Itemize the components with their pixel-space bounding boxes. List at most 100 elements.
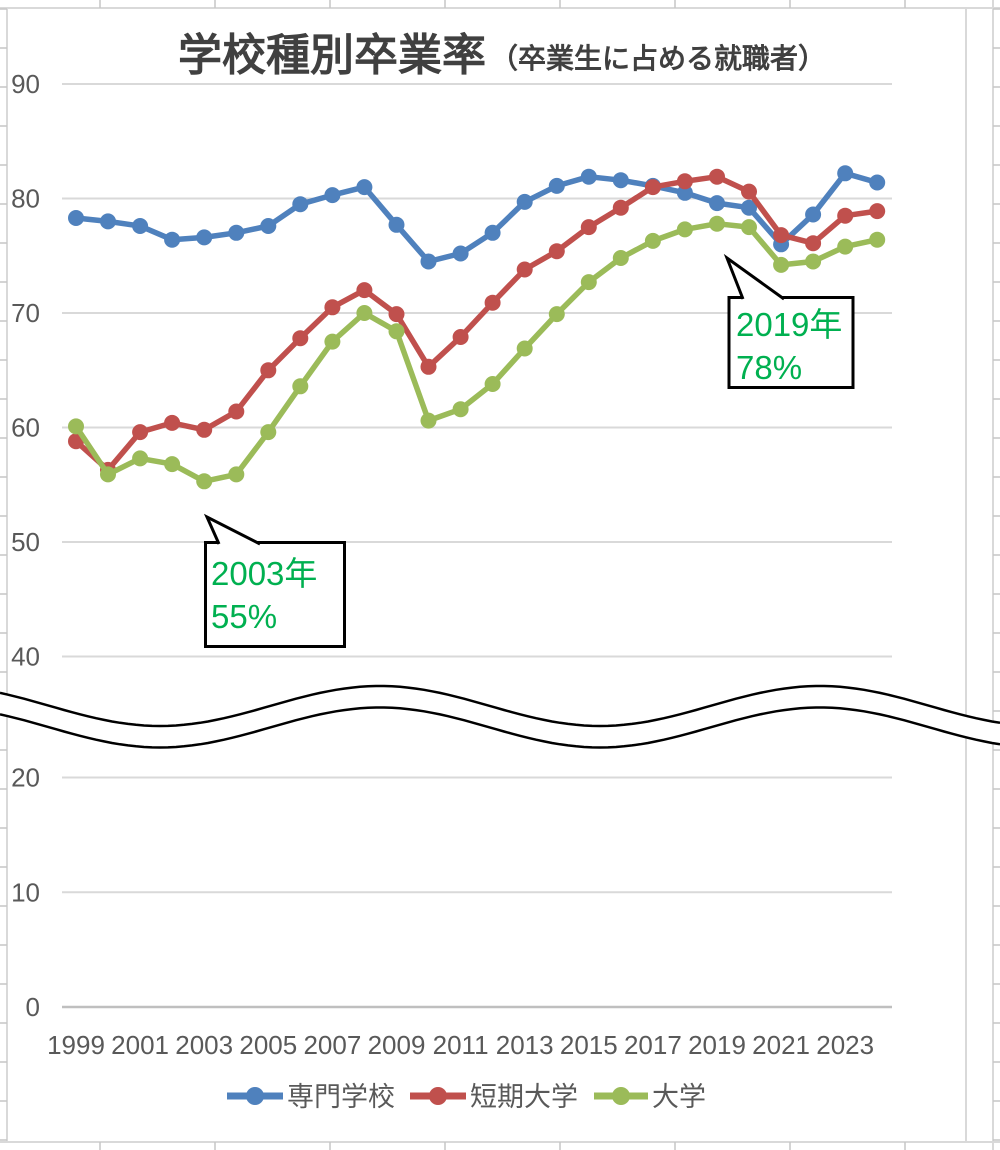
x-tick-label: 2001 bbox=[111, 1030, 169, 1060]
data-point-marker bbox=[292, 196, 309, 213]
data-point-marker bbox=[196, 473, 213, 490]
data-point-marker bbox=[324, 299, 341, 316]
data-point-marker bbox=[452, 245, 469, 262]
data-point-marker bbox=[516, 193, 533, 210]
x-tick-label: 2003 bbox=[175, 1030, 233, 1060]
x-tick-label: 2009 bbox=[368, 1030, 426, 1060]
callout-2003-value: 55% bbox=[211, 598, 277, 635]
data-point-marker bbox=[132, 450, 149, 467]
callout-2003: 2003年 55% bbox=[211, 555, 317, 635]
x-tick-label: 2007 bbox=[303, 1030, 361, 1060]
y-tick-label: 40 bbox=[11, 642, 40, 672]
data-point-marker bbox=[644, 232, 661, 249]
data-point-marker bbox=[260, 424, 277, 441]
data-point-marker bbox=[388, 306, 405, 323]
x-tick-label: 2005 bbox=[239, 1030, 297, 1060]
data-point-marker bbox=[452, 401, 469, 418]
series-専門学校 bbox=[68, 165, 886, 270]
data-point-marker bbox=[68, 418, 84, 435]
data-point-marker bbox=[356, 282, 373, 299]
data-point-marker bbox=[869, 231, 886, 248]
data-point-marker bbox=[837, 238, 854, 255]
data-point-marker bbox=[741, 219, 757, 236]
data-point-marker bbox=[805, 253, 822, 270]
data-point-marker bbox=[388, 323, 405, 340]
data-point-marker bbox=[68, 210, 84, 226]
data-point-marker bbox=[709, 215, 725, 232]
data-point-marker bbox=[292, 378, 309, 395]
data-point-marker bbox=[580, 219, 597, 236]
data-point-marker bbox=[164, 456, 181, 473]
data-point-marker bbox=[292, 330, 309, 347]
data-point-marker bbox=[196, 229, 213, 246]
data-point-marker bbox=[837, 207, 854, 224]
data-point-marker bbox=[773, 256, 790, 273]
y-tick-label: 0 bbox=[26, 992, 40, 1022]
data-point-marker bbox=[612, 199, 629, 216]
data-point-marker bbox=[709, 168, 725, 185]
data-point-marker bbox=[484, 294, 501, 311]
data-point-marker bbox=[164, 231, 181, 248]
axis-break-wave bbox=[0, 684, 1000, 749]
data-point-marker bbox=[260, 362, 277, 379]
y-tick-label: 10 bbox=[11, 877, 40, 907]
data-point-marker bbox=[676, 173, 693, 190]
data-point-marker bbox=[324, 187, 341, 204]
data-point-marker bbox=[228, 403, 245, 420]
callout-2019: 2019年 78% bbox=[736, 306, 842, 386]
legend-marker-icon bbox=[429, 1087, 447, 1105]
data-point-marker bbox=[837, 165, 854, 182]
callout-tail-outline bbox=[203, 513, 261, 546]
y-tick-label: 50 bbox=[11, 527, 40, 557]
data-point-marker bbox=[196, 421, 213, 438]
chart-title: 学校種別卒業率 bbox=[178, 31, 486, 80]
legend-item-senmon[interactable]: 専門学校 bbox=[227, 1082, 395, 1112]
data-point-marker bbox=[741, 183, 757, 200]
data-point-marker bbox=[805, 206, 822, 223]
chart-subtitle: （卒業生に占める就職者） bbox=[490, 42, 826, 74]
y-tick-label: 20 bbox=[11, 763, 40, 793]
data-point-marker bbox=[356, 305, 373, 321]
data-point-marker bbox=[228, 224, 245, 241]
y-tick-label: 90 bbox=[11, 69, 40, 99]
legend-marker-icon bbox=[246, 1087, 264, 1105]
callout-2003-year: 2003年 bbox=[211, 555, 317, 592]
data-point-marker bbox=[580, 168, 597, 185]
data-point-marker bbox=[388, 216, 405, 233]
data-point-marker bbox=[516, 261, 533, 278]
legend: 専門学校 短期大学 大学 bbox=[227, 1082, 706, 1112]
data-point-marker bbox=[420, 358, 437, 375]
data-point-marker bbox=[709, 195, 725, 212]
data-point-marker bbox=[741, 199, 757, 216]
data-point-marker bbox=[676, 184, 693, 201]
y-tick-label: 80 bbox=[11, 184, 40, 214]
data-point-marker bbox=[869, 203, 886, 220]
callout-2019-value: 78% bbox=[736, 349, 802, 386]
data-point-marker bbox=[100, 466, 116, 483]
callout-shapes bbox=[203, 253, 855, 648]
data-point-marker bbox=[580, 274, 597, 291]
data-point-marker bbox=[228, 466, 245, 483]
series-大学 bbox=[68, 215, 886, 490]
legend-item-tandai[interactable]: 短期大学 bbox=[410, 1082, 578, 1112]
callout-2019-year: 2019年 bbox=[736, 306, 842, 343]
data-point-marker bbox=[548, 306, 565, 323]
x-tick-label: 2013 bbox=[496, 1030, 554, 1060]
data-point-marker bbox=[548, 177, 565, 194]
data-point-marker bbox=[132, 218, 149, 234]
data-point-marker bbox=[805, 235, 822, 252]
callout-box-2019 bbox=[723, 253, 855, 389]
data-point-marker bbox=[869, 174, 886, 191]
axis-break-lower-line bbox=[0, 706, 1000, 749]
legend-item-daigaku[interactable]: 大学 bbox=[594, 1082, 706, 1112]
data-point-marker bbox=[420, 253, 437, 270]
data-point-marker bbox=[100, 213, 116, 230]
y-tick-label: 60 bbox=[11, 413, 40, 443]
data-point-marker bbox=[676, 221, 693, 238]
legend-label: 短期大学 bbox=[470, 1082, 578, 1112]
data-point-marker bbox=[773, 227, 790, 244]
y-tick-label: 70 bbox=[11, 298, 40, 328]
